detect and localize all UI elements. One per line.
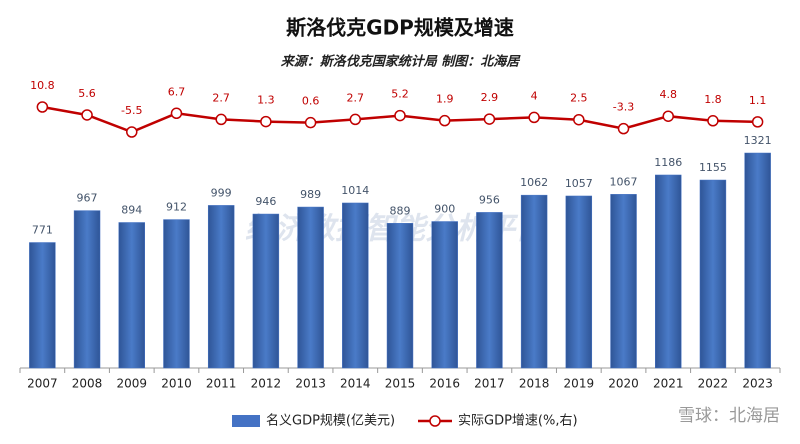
line-marker (707, 115, 719, 127)
x-tick-label: 2009 (116, 377, 147, 391)
line-marker (126, 126, 138, 138)
line-marker (215, 113, 227, 126)
line-marker (36, 101, 49, 113)
x-tick-label: 2022 (698, 377, 729, 391)
bar-label: 1014 (341, 184, 369, 197)
bar-label: 1062 (520, 176, 548, 189)
legend-label: 名义GDP规模(亿美元) (266, 413, 395, 429)
bar (163, 219, 190, 369)
line-marker (394, 109, 406, 122)
x-tick-label: 2011 (206, 377, 237, 391)
line-marker (662, 110, 674, 122)
line-label: 1.9 (436, 93, 454, 106)
line-label: 6.7 (168, 85, 186, 98)
bar (655, 174, 682, 369)
line-marker (349, 113, 362, 126)
line-marker (528, 111, 540, 124)
line-label: 4.8 (659, 88, 677, 101)
line-label: -3.3 (613, 101, 634, 114)
line-label: 2.7 (347, 91, 365, 104)
bar (476, 212, 503, 369)
credit: 雪球：北海居 (678, 406, 780, 426)
bar (297, 206, 324, 369)
legend-swatch (232, 415, 260, 427)
bar-label: 1155 (699, 161, 727, 174)
line-label: 10.8 (30, 79, 55, 92)
bar-label: 894 (121, 203, 142, 216)
line-marker (751, 116, 764, 128)
bar (699, 179, 727, 369)
bar (744, 152, 771, 369)
bar (252, 213, 280, 369)
bar-label: 999 (211, 186, 232, 199)
x-tick-label: 2018 (519, 377, 550, 391)
chart-title: 斯洛伐克GDP规模及增速 (286, 16, 514, 40)
bar-label: 1057 (565, 177, 593, 190)
bar (565, 195, 593, 369)
line-label: 1.8 (704, 93, 722, 106)
line-label: 2.7 (212, 91, 230, 104)
line-label: 0.6 (302, 95, 320, 108)
bar-label: 956 (479, 193, 500, 206)
line-label: 5.2 (391, 88, 409, 101)
line-marker (81, 109, 93, 121)
bar-label: 946 (255, 195, 276, 208)
x-tick-label: 2014 (340, 377, 371, 391)
bar (431, 221, 458, 369)
bar-label: 1186 (654, 156, 682, 169)
line-marker (438, 114, 451, 127)
x-tick-label: 2007 (27, 377, 58, 391)
x-tick-label: 2017 (474, 377, 505, 391)
bar (520, 194, 548, 369)
bar-label: 889 (390, 204, 411, 217)
line-label: 2.9 (481, 91, 499, 104)
x-tick-label: 2015 (385, 377, 416, 391)
line-label: 2.5 (570, 92, 588, 105)
bar-label: 1321 (744, 134, 772, 147)
line-marker (170, 107, 183, 120)
x-tick-label: 2020 (608, 377, 639, 391)
bar (73, 210, 101, 369)
bar-label: 967 (77, 192, 98, 205)
line-marker (573, 113, 585, 126)
line-label: 4 (531, 89, 538, 102)
x-tick-label: 2008 (72, 377, 103, 391)
line-marker (304, 116, 317, 129)
bar-label: 771 (32, 224, 53, 237)
chart-subtitle: 来源：斯洛伐克国家统计局 制图：北海居 (281, 54, 522, 70)
x-tick-label: 2010 (161, 377, 192, 391)
bar (342, 202, 369, 369)
line-label: 1.3 (257, 94, 275, 107)
legend-marker (429, 415, 441, 427)
legend-label: 实际GDP增速(%,右) (458, 414, 578, 429)
bar-label: 1067 (610, 175, 638, 188)
bar (386, 223, 414, 369)
bar (207, 205, 235, 369)
bar (610, 194, 637, 369)
bar-label: 912 (166, 201, 187, 214)
bar-label: 989 (300, 188, 321, 201)
bar (29, 242, 56, 369)
line-marker (260, 115, 272, 128)
x-tick-label: 2012 (251, 377, 282, 391)
x-tick-label: 2016 (429, 377, 460, 391)
line-label: 5.6 (78, 87, 96, 100)
line-label: 1.1 (749, 94, 767, 107)
bar-label: 900 (434, 203, 455, 216)
line-label: -5.5 (121, 104, 142, 117)
x-tick-label: 2021 (653, 377, 684, 391)
x-tick-label: 2013 (295, 377, 326, 391)
x-tick-label: 2019 (564, 377, 595, 391)
x-tick-label: 2023 (742, 377, 773, 391)
line-marker (483, 113, 496, 125)
line-marker (617, 122, 630, 135)
bar (118, 222, 145, 369)
